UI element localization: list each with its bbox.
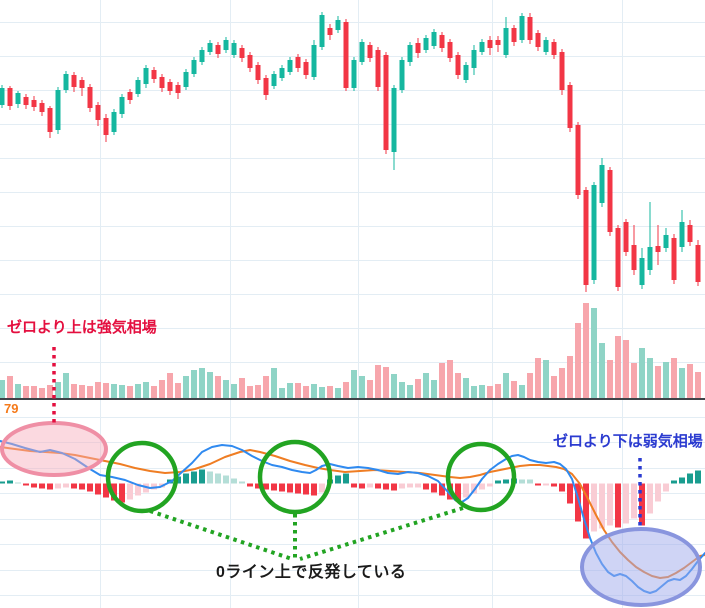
macd-histogram [0,469,701,539]
indicator-value-label: 79 [4,401,19,416]
volume-bars [0,303,701,398]
bear-highlight-ellipse [580,527,702,607]
bounce-highlight-circle [257,439,333,515]
above-zero-bull-label: ゼロより上は強気相場 [7,319,157,336]
bounce-on-zero-line-label: 0ライン上で反発している [216,564,407,581]
candlestick-series [0,12,701,292]
annotation-shapes [0,347,702,607]
bull-highlight-ellipse [0,421,108,477]
bounce-highlight-circle [445,441,517,513]
below-zero-bear-label: ゼロより下は弱気相場 [553,433,703,450]
annotation-dotted-line [299,506,464,561]
annotation-dotted-line [149,509,293,561]
bounce-highlight-circle [105,440,179,514]
